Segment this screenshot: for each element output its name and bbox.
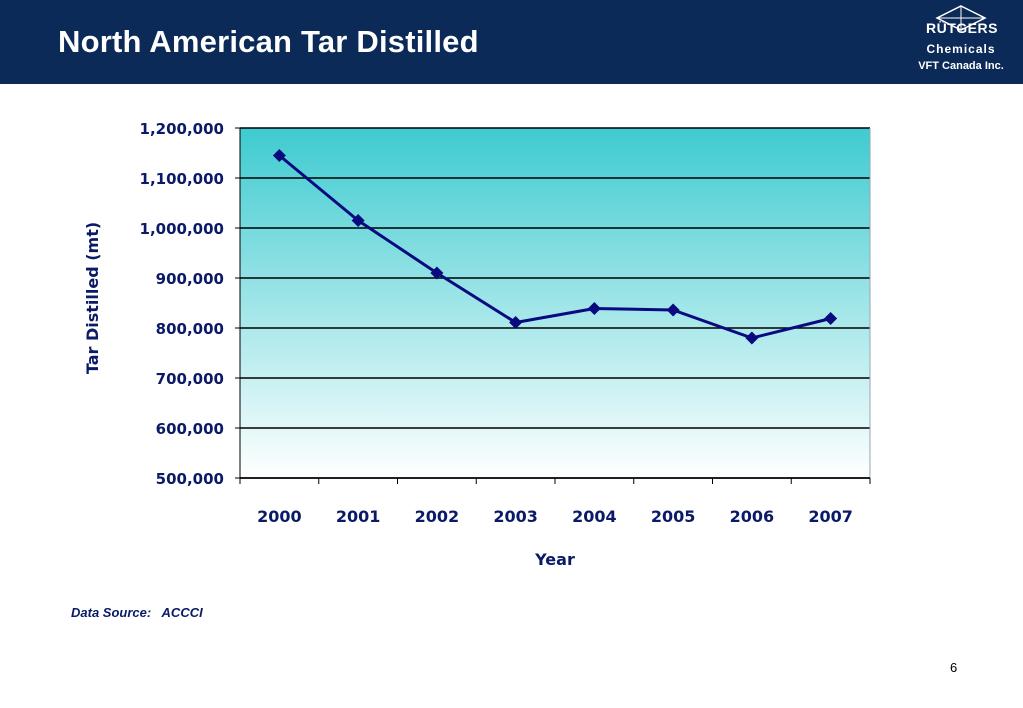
axis-labels: 500,000 600,000 700,000 800,000 900,000 1,000… xyxy=(83,120,853,569)
x-tick-label: 2002 xyxy=(415,507,460,526)
logo-emblem-icon xyxy=(935,5,987,31)
page-number: 6 xyxy=(950,660,958,675)
data-source-note: Data Source: ACCCI xyxy=(71,605,203,620)
y-tick-label: 600,000 xyxy=(156,420,224,438)
y-tick-label: 800,000 xyxy=(156,320,224,338)
y-tick-label: 900,000 xyxy=(156,270,224,288)
x-tick-label: 2003 xyxy=(493,507,538,526)
series-line xyxy=(278,154,831,340)
axes xyxy=(235,127,871,484)
x-tick-label: 2005 xyxy=(651,507,696,526)
y-axis-title: Tar Distilled (mt) xyxy=(83,222,102,374)
x-axis-title: Year xyxy=(534,550,575,569)
page-title: North American Tar Distilled xyxy=(58,24,479,59)
data-point-marker xyxy=(824,312,838,325)
data-point-marker xyxy=(272,149,286,162)
y-tick-label: 1,000,000 xyxy=(140,220,224,238)
data-point-marker xyxy=(430,266,444,280)
data-point-marker xyxy=(351,214,365,227)
x-tick-label: 2004 xyxy=(572,507,617,526)
x-tick-label: 2006 xyxy=(730,507,775,526)
y-tick-label: 1,100,000 xyxy=(140,170,224,188)
logo-wordmark: RÜTGERS xyxy=(926,20,998,36)
data-point-marker xyxy=(666,303,680,317)
data-point-marker xyxy=(509,316,523,329)
y-tick-label: 500,000 xyxy=(156,470,224,488)
data-point-marker xyxy=(745,331,759,345)
logo-subtitle: Chemicals xyxy=(926,42,996,56)
logo-company-name: VFT Canada Inc. xyxy=(918,60,1004,72)
x-tick-label: 2007 xyxy=(808,507,853,526)
line-chart: 500,000 600,000 700,000 800,000 900,000 1,000… xyxy=(83,120,871,569)
data-series xyxy=(272,149,838,345)
header-bar: North American Tar Distilled RÜTGERS Che… xyxy=(0,0,1023,84)
y-tick-label: 1,200,000 xyxy=(140,120,224,138)
x-tick-label: 2000 xyxy=(257,507,302,526)
x-tick-label: 2001 xyxy=(336,507,381,526)
company-logo: RÜTGERS Chemicals VFT Canada Inc. xyxy=(905,4,1017,80)
plot-area xyxy=(240,128,870,478)
y-tick-label: 700,000 xyxy=(156,370,224,388)
data-point-marker xyxy=(587,302,601,315)
